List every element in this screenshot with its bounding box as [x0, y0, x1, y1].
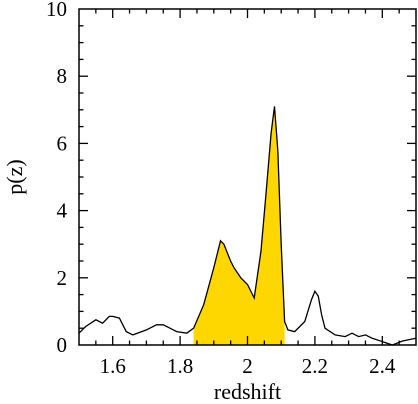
- y-tick-label: 2: [57, 266, 68, 290]
- series-line-layer: [78, 106, 417, 346]
- x-axis-label: redshift: [214, 379, 281, 404]
- x-tick-label: 2.2: [302, 354, 328, 378]
- y-tick-label: 8: [57, 64, 68, 88]
- x-tick-label: 1.6: [100, 354, 126, 378]
- pz-series-line: [78, 106, 417, 346]
- y-tick-label: 0: [57, 333, 68, 357]
- x-tick-label: 2: [242, 354, 253, 378]
- x-tick-labels: 1.6 1.8 2 2.2 2.4: [100, 354, 396, 378]
- axis-ticks: [79, 9, 416, 345]
- y-tick-label: 4: [57, 199, 68, 223]
- shaded-probability-region: [193, 106, 285, 346]
- x-tick-label: 2.4: [369, 354, 396, 378]
- y-tick-labels: 0 2 4 6 8 10: [46, 0, 68, 357]
- y-tick-label: 6: [57, 131, 68, 155]
- x-tick-label: 1.8: [167, 354, 193, 378]
- shaded-area: [193, 106, 285, 346]
- y-tick-label: 10: [46, 0, 67, 21]
- y-axis-label: p(z): [2, 159, 27, 194]
